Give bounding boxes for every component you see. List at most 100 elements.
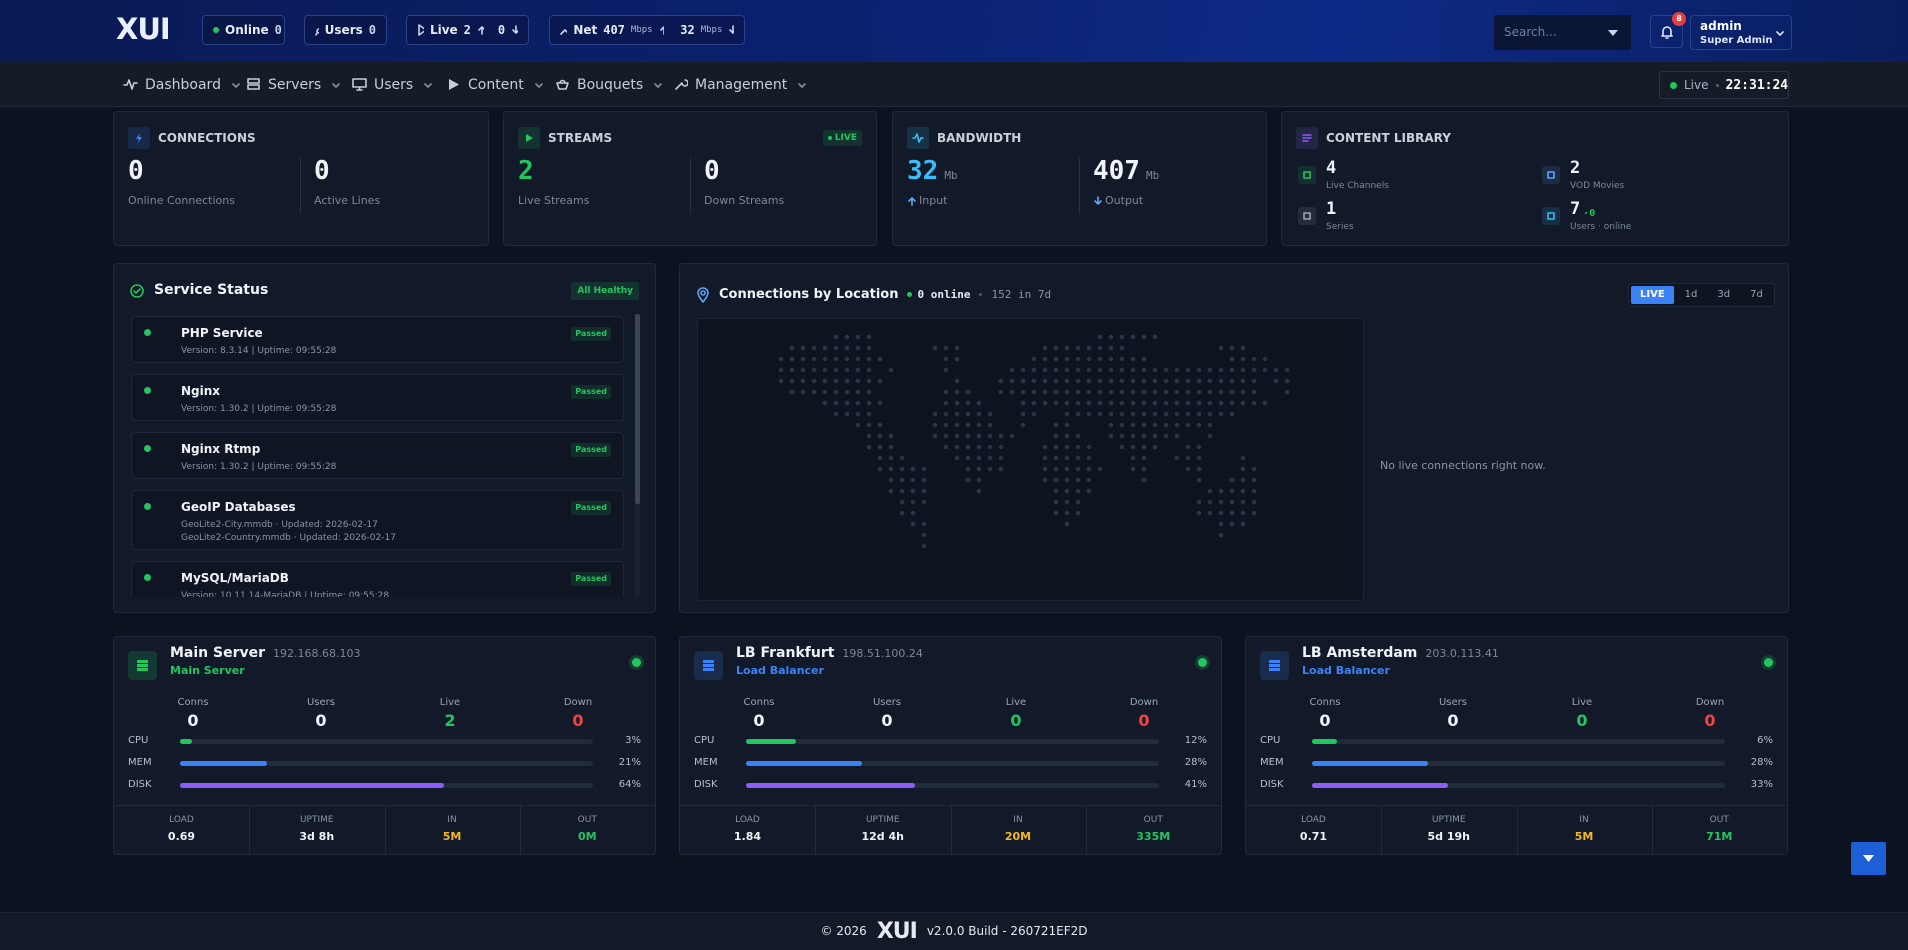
service-detail: GeoLite2-Country.mmdb · Updated: 2026-02… xyxy=(181,533,396,543)
map-dot xyxy=(1207,378,1213,384)
user-menu[interactable]: admin Super Admin xyxy=(1690,15,1792,50)
map-dot xyxy=(1229,521,1235,527)
map-dot xyxy=(954,356,960,362)
range-tab[interactable]: 7d xyxy=(1750,289,1763,300)
map-dot xyxy=(1075,433,1081,439)
map-dot xyxy=(855,356,861,362)
map-dot xyxy=(965,400,971,406)
map-dot xyxy=(1141,378,1147,384)
resource-label: DISK xyxy=(128,779,152,790)
map-dot xyxy=(987,411,993,417)
map-dot xyxy=(1108,422,1114,428)
map-dot xyxy=(932,433,938,439)
resource-bar xyxy=(746,783,916,788)
copyright: © 2026 xyxy=(820,924,867,938)
resource-track xyxy=(180,739,593,744)
stat-value: 0 xyxy=(128,156,144,186)
map-dot xyxy=(1284,389,1290,395)
map-dot xyxy=(855,334,861,340)
nav-item[interactable]: Bouquets xyxy=(555,62,663,107)
map-dot xyxy=(1064,499,1070,505)
map-dot xyxy=(1086,400,1092,406)
server-stat-value: 0 xyxy=(1138,711,1150,730)
map-dot xyxy=(1207,400,1213,406)
scroll-icon xyxy=(1863,855,1874,862)
map-dot xyxy=(1229,510,1235,516)
server-card: LB Amsterdam 203.0.113.41 Load Balancer Con… xyxy=(1245,636,1788,855)
map-dot xyxy=(1108,378,1114,384)
search-box[interactable]: Search... xyxy=(1494,15,1631,50)
map-dot xyxy=(1130,378,1136,384)
map-dot xyxy=(1229,356,1235,362)
map-dot xyxy=(921,477,927,483)
map-dot xyxy=(877,422,883,428)
resource-label: MEM xyxy=(128,757,152,768)
stat-value: 0 xyxy=(704,156,720,186)
stat-value-row: 0 xyxy=(704,156,720,186)
map-dot xyxy=(1020,389,1026,395)
service-detail: Version: 10.11.14-MariaDB | Uptime: 09:5… xyxy=(181,591,390,597)
notification-button[interactable]: 8 xyxy=(1650,12,1686,48)
map-dot xyxy=(800,389,806,395)
card-icon xyxy=(1296,127,1318,149)
empty-message: No live connections right now. xyxy=(1380,459,1546,472)
service-name: PHP Service xyxy=(181,326,263,340)
map-dot xyxy=(844,411,850,417)
resource-percent: 41% xyxy=(1184,779,1207,790)
map-dot xyxy=(1152,422,1158,428)
resource-bar xyxy=(746,739,796,744)
version: v2.0.0 Build - 260721EF2D xyxy=(926,924,1088,938)
footer-divider xyxy=(1381,805,1383,855)
nav-label: Bouquets xyxy=(577,76,644,93)
map-dot xyxy=(822,345,828,351)
map-dot xyxy=(998,455,1004,461)
map-dot xyxy=(1163,411,1169,417)
healthy-badge: All Healthy xyxy=(571,282,639,300)
resource-label: DISK xyxy=(1260,779,1284,790)
map-dot xyxy=(998,389,1004,395)
stat-value: 407 xyxy=(1093,156,1140,186)
status-dot xyxy=(1715,83,1719,87)
server-footer-value: 0M xyxy=(577,830,597,843)
map-dot xyxy=(866,367,872,373)
stat-label: Online Connections xyxy=(128,194,235,207)
library-glyph xyxy=(1547,212,1555,220)
section-title: Connections by Location xyxy=(719,287,899,302)
map-dot xyxy=(1218,400,1224,406)
map-dot xyxy=(1185,411,1191,417)
map-dot xyxy=(844,345,850,351)
map-dot xyxy=(1141,477,1147,483)
nav-item[interactable]: Dashboard xyxy=(123,62,241,107)
server-footer-value: 1.84 xyxy=(733,830,762,843)
map-dot xyxy=(1262,400,1268,406)
map-dot xyxy=(888,466,894,472)
nav-item[interactable]: Management xyxy=(673,62,807,107)
map-dot xyxy=(1207,499,1213,505)
map-dot xyxy=(1053,433,1059,439)
live-badge: LIVE xyxy=(822,130,862,146)
map-dot xyxy=(954,345,960,351)
notification-badge: 8 xyxy=(1672,12,1686,26)
nav-item[interactable]: Servers xyxy=(246,62,341,107)
server-glyph xyxy=(703,660,714,671)
map-dot xyxy=(954,389,960,395)
map-dot xyxy=(1284,378,1290,384)
range-tab[interactable]: 3d xyxy=(1717,289,1731,300)
map-dot xyxy=(1086,356,1092,362)
map-dot xyxy=(1031,411,1037,417)
map-dot xyxy=(1251,356,1257,362)
map-dot xyxy=(1196,477,1202,483)
range-tab[interactable]: LIVE xyxy=(1631,286,1674,304)
map-dot xyxy=(1152,378,1158,384)
map-dot xyxy=(1196,444,1202,450)
map-dot xyxy=(1251,477,1257,483)
scroll-button[interactable] xyxy=(1851,842,1886,875)
range-tab[interactable]: 1d xyxy=(1684,289,1698,300)
nav-item[interactable]: Content xyxy=(446,62,544,107)
nav-item[interactable]: Users xyxy=(352,62,433,107)
map-dot xyxy=(1185,389,1191,395)
map-dot xyxy=(910,521,916,527)
resource-track xyxy=(1312,739,1725,744)
map-dot xyxy=(1152,334,1158,340)
nav-chevron xyxy=(232,82,240,88)
